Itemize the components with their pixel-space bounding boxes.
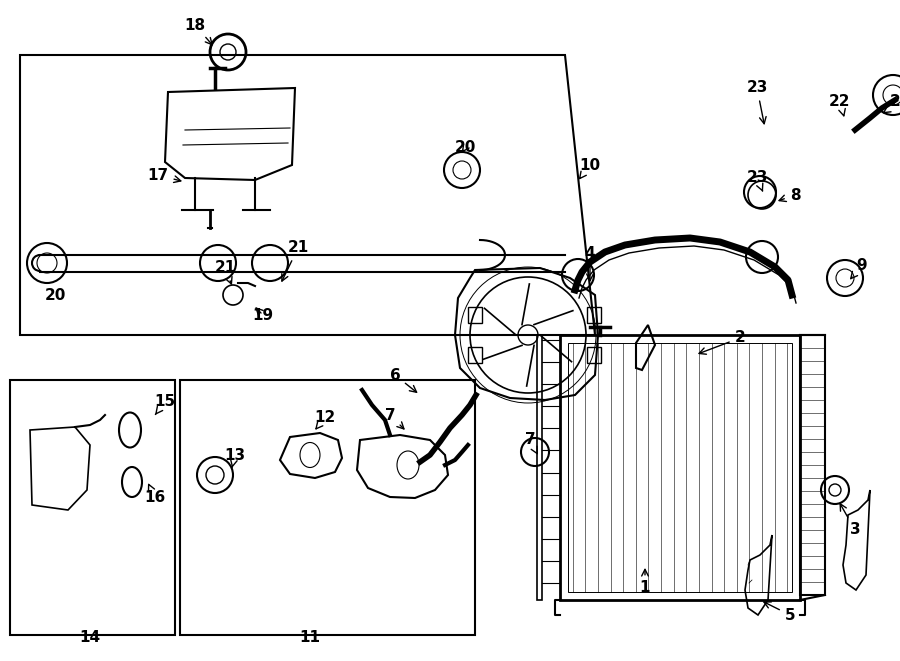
- Text: 22: 22: [829, 95, 850, 116]
- Text: 7: 7: [384, 407, 404, 429]
- Text: 19: 19: [252, 307, 274, 323]
- Text: 7: 7: [525, 432, 537, 453]
- Bar: [468, 347, 482, 363]
- Text: 21: 21: [214, 260, 236, 284]
- Text: 18: 18: [184, 17, 212, 45]
- Bar: [537, 335, 542, 600]
- Text: 4: 4: [585, 245, 595, 281]
- Text: 12: 12: [314, 410, 336, 429]
- Text: 20: 20: [44, 288, 66, 303]
- Bar: [568, 343, 792, 592]
- Text: 11: 11: [300, 631, 320, 646]
- Text: 17: 17: [148, 167, 181, 182]
- Text: 14: 14: [79, 631, 101, 646]
- Text: 21: 21: [282, 241, 309, 281]
- Text: 3: 3: [840, 504, 860, 537]
- Bar: [587, 307, 601, 323]
- Text: 5: 5: [764, 602, 796, 623]
- Text: 9: 9: [850, 258, 868, 279]
- Text: 13: 13: [224, 447, 246, 468]
- Text: 23: 23: [746, 171, 768, 191]
- Text: 16: 16: [144, 485, 166, 506]
- Text: 23: 23: [884, 95, 900, 113]
- Text: 1: 1: [640, 569, 650, 596]
- Bar: [10, 380, 175, 635]
- Bar: [560, 335, 800, 600]
- Text: 15: 15: [155, 395, 176, 414]
- Text: 8: 8: [779, 188, 800, 202]
- Text: 10: 10: [580, 157, 600, 178]
- Bar: [800, 335, 825, 595]
- Bar: [587, 347, 601, 363]
- Bar: [180, 380, 475, 635]
- Bar: [468, 307, 482, 323]
- Text: 6: 6: [390, 368, 417, 392]
- Text: 2: 2: [699, 330, 745, 354]
- Text: 20: 20: [454, 141, 476, 155]
- Text: 23: 23: [746, 81, 768, 124]
